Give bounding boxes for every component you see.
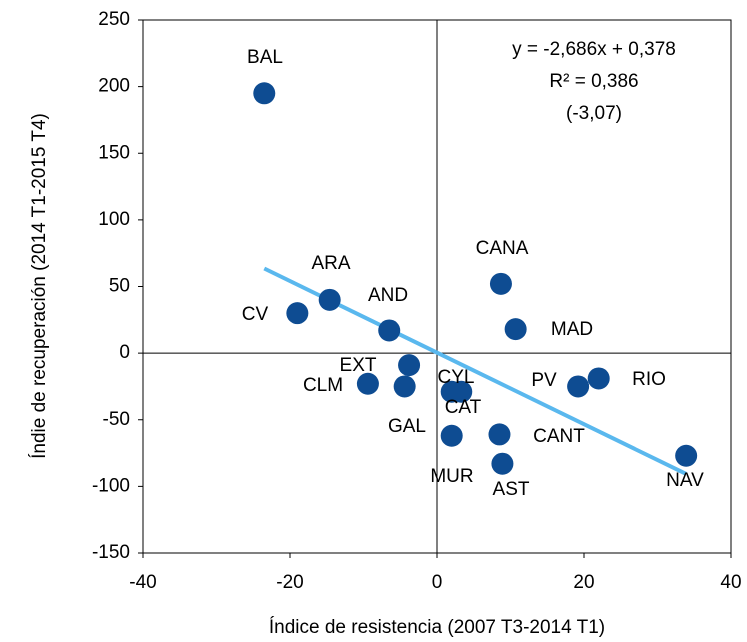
point: [491, 452, 514, 475]
point: [504, 318, 527, 341]
x-axis-title: Índice de resistencia (2007 T3-2014 T1): [269, 617, 605, 638]
point: [450, 380, 473, 403]
point: [488, 423, 511, 446]
point-label: CAT: [445, 397, 482, 418]
point-label: ARA: [311, 253, 350, 274]
x-tick-label: 0: [432, 572, 443, 593]
point-label: CYL: [438, 367, 475, 388]
y-tick-label: -50: [103, 409, 130, 430]
annotation: R² = 0,386: [549, 71, 638, 92]
point: [393, 375, 416, 398]
point-label: CV: [242, 304, 269, 325]
point: [489, 272, 512, 295]
point: [378, 319, 401, 342]
point: [356, 372, 379, 395]
point: [567, 375, 590, 398]
point: [398, 354, 421, 377]
y-axis-title: Índie de recuperación (2014 T1-2015 T4): [29, 113, 50, 459]
y-tick-label: 150: [98, 142, 130, 163]
y-tick-label: 50: [109, 276, 130, 297]
point-label: BAL: [247, 47, 283, 68]
annotation: (-3,07): [566, 103, 622, 124]
point: [318, 288, 341, 311]
y-tick-label: 100: [98, 209, 130, 230]
point-label: EXT: [340, 355, 377, 376]
point-label: CLM: [303, 375, 343, 396]
x-tick-label: -20: [276, 572, 303, 593]
point-label: MUR: [430, 466, 473, 487]
x-tick-label: 40: [720, 572, 741, 593]
point: [587, 367, 610, 390]
point-label: CANT: [533, 426, 585, 447]
point-label: AST: [493, 479, 530, 500]
point-label: RIO: [632, 369, 666, 390]
x-tick-label: 20: [573, 572, 594, 593]
point: [675, 444, 698, 467]
point: [253, 82, 276, 105]
y-tick-label: 200: [98, 76, 130, 97]
point: [440, 424, 463, 447]
point-label: GAL: [388, 416, 426, 437]
y-tick-label: 250: [98, 9, 130, 30]
y-tick-label: -150: [92, 542, 130, 563]
point-label: MAD: [551, 319, 593, 340]
x-tick-label: -40: [129, 572, 156, 593]
point-label: PV: [531, 370, 557, 391]
annotation: y = -2,686x + 0,378: [512, 39, 676, 60]
point-label: AND: [368, 285, 408, 306]
point-label: CANA: [476, 238, 529, 259]
point-label: NAV: [666, 470, 704, 491]
point: [286, 302, 309, 325]
y-tick-label: -100: [92, 475, 130, 496]
y-tick-label: 0: [119, 342, 130, 363]
